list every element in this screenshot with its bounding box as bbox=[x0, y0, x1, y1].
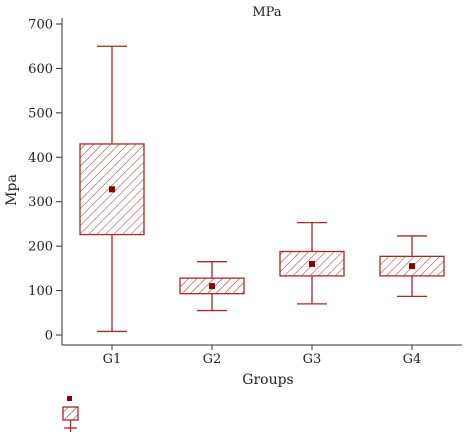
mean-marker bbox=[209, 283, 215, 290]
box-group-g3 bbox=[279, 221, 345, 305]
x-axis: G1 G2 G3 G4 bbox=[62, 344, 462, 367]
y-tick-label: 500 bbox=[28, 106, 53, 121]
y-tick-label: 700 bbox=[28, 18, 53, 33]
legend-mean-marker bbox=[67, 396, 72, 401]
box-group-g4 bbox=[379, 235, 445, 297]
box-group-g2 bbox=[179, 261, 245, 312]
y-tick-label: 400 bbox=[28, 151, 53, 166]
mean-marker bbox=[409, 263, 415, 270]
legend bbox=[62, 396, 79, 432]
x-tick-label: G4 bbox=[403, 352, 422, 367]
x-tick-label: G3 bbox=[303, 352, 322, 367]
mean-marker bbox=[309, 260, 315, 267]
box-series bbox=[79, 45, 445, 333]
y-tick-label: 0 bbox=[45, 329, 53, 344]
legend-box-swatch bbox=[62, 406, 79, 421]
chart-title: MPa bbox=[252, 5, 281, 20]
y-axis-label: Mpa bbox=[4, 174, 20, 206]
box-group-g1 bbox=[79, 45, 145, 333]
y-tick-label: 200 bbox=[28, 240, 53, 255]
y-tick-label: 100 bbox=[28, 284, 53, 299]
mean-marker bbox=[109, 186, 115, 193]
y-axis: 0 100 200 300 400 500 600 700 bbox=[28, 18, 63, 345]
x-tick-label: G2 bbox=[203, 352, 222, 367]
x-axis-label: Groups bbox=[242, 372, 293, 388]
y-tick-label: 300 bbox=[28, 195, 53, 210]
x-tick-label: G1 bbox=[103, 352, 122, 367]
y-tick-label: 600 bbox=[28, 62, 53, 77]
